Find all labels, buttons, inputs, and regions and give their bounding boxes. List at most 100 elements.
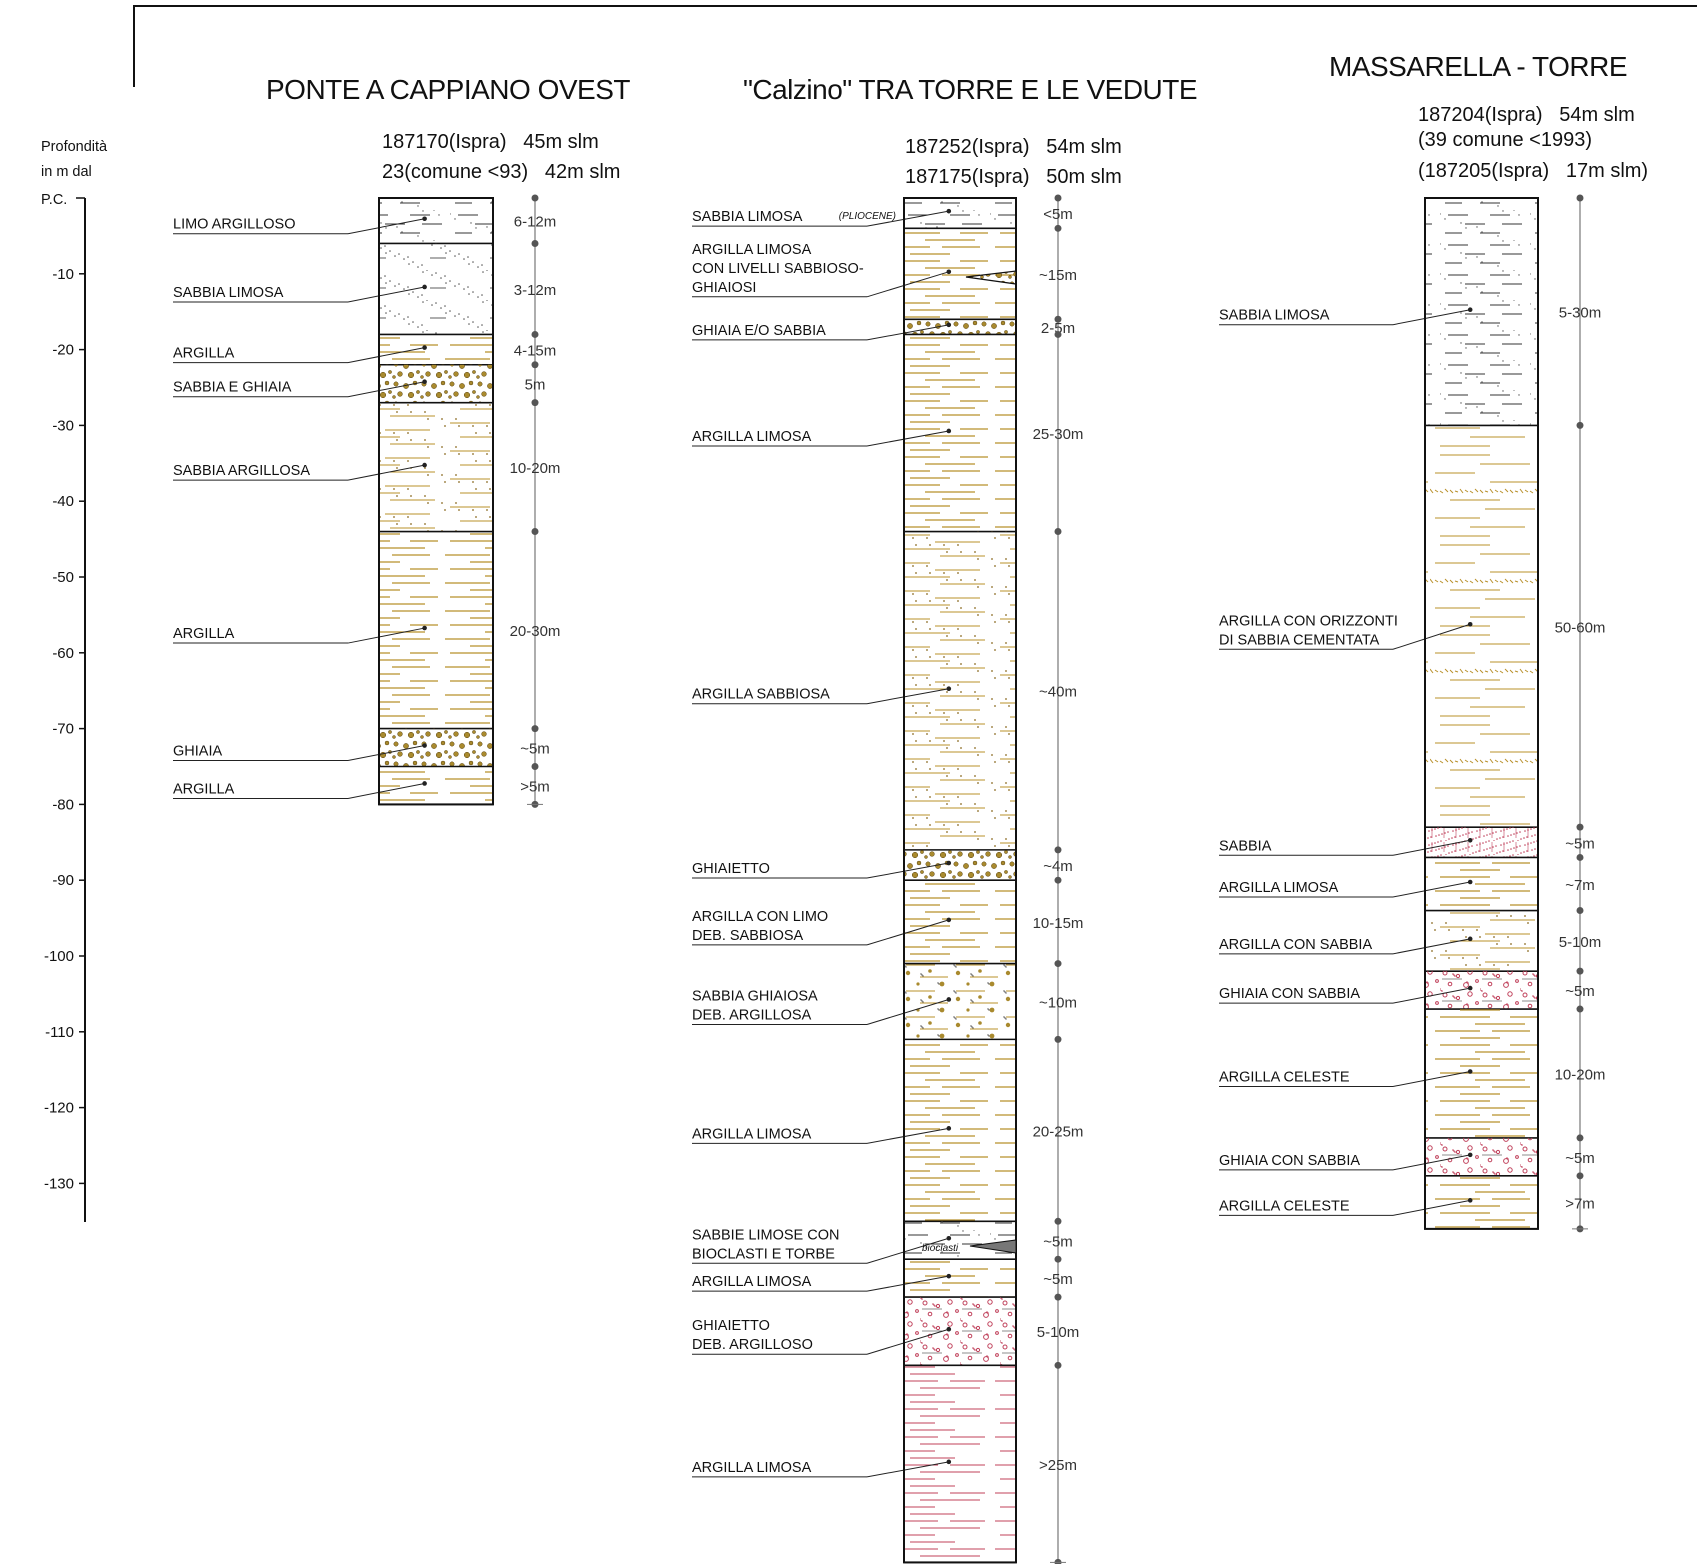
- layer: SABBIA GHIAIOSA DEB. ARGILLOSA ~10m: [692, 960, 1077, 1041]
- thickness-node: [531, 528, 539, 536]
- leader-dot: [1467, 307, 1473, 313]
- thickness-node: [1054, 330, 1062, 338]
- layer-thickness: ~4m: [1043, 858, 1073, 875]
- layer-fill: [1425, 1175, 1538, 1229]
- layer-thickness: 3-12m: [514, 282, 557, 299]
- layer-thickness: ~10m: [1039, 994, 1077, 1011]
- layer-thickness: >25m: [1039, 1457, 1077, 1474]
- layer: ARGILLA CON SABBIA 5-10m: [1219, 907, 1601, 972]
- axis-tick-label: -120: [44, 1100, 74, 1117]
- label-leader: [347, 286, 425, 303]
- leader-dot: [946, 322, 952, 328]
- thickness-node: [1576, 194, 1584, 202]
- thickness-node: [1576, 1172, 1584, 1180]
- thickness-node: [531, 361, 539, 369]
- leader-dot: [946, 1459, 952, 1465]
- layer-label: SABBIA LIMOSA: [1219, 308, 1330, 324]
- layer-label: ARGILLA CON LIMO: [692, 909, 828, 925]
- layer-thickness: 6-12m: [514, 214, 557, 231]
- label-leader: [347, 218, 425, 235]
- column-title: MASSARELLA - TORRE: [1329, 51, 1627, 82]
- layer: SABBIA LIMOSA 3-12m: [173, 239, 557, 336]
- thickness-node: [531, 763, 539, 770]
- layer-fill: [904, 1259, 1016, 1298]
- layer: ARGILLA >5m: [173, 763, 550, 806]
- layer-label: DI SABBIA CEMENTATA: [1219, 632, 1380, 648]
- layer-thickness: >5m: [520, 778, 550, 795]
- layer-label: GHIAIA CON SABBIA: [1219, 1153, 1360, 1169]
- label-leader: [866, 1127, 949, 1144]
- layer-label: ARGILLA CELESTE: [1219, 1198, 1350, 1214]
- layer: ARGILLA LIMOSA ~5m: [692, 1255, 1073, 1298]
- leader-dot: [946, 208, 952, 214]
- thickness-node: [1054, 1558, 1062, 1564]
- layer-fill: [904, 963, 1016, 1040]
- layer-fill: [904, 1039, 1016, 1222]
- layer-thickness: 20-30m: [510, 623, 561, 640]
- gravel-lens: [965, 270, 1017, 285]
- leader-dot: [1467, 838, 1473, 843]
- layer-label: DEB. ARGILLOSO: [692, 1337, 813, 1353]
- layer-thickness: ~7m: [1565, 877, 1595, 894]
- layer-thickness: >7m: [1565, 1195, 1595, 1212]
- layer-thickness: 20-25m: [1033, 1123, 1084, 1140]
- leader-dot: [1467, 1069, 1473, 1074]
- axis-tick-label: -70: [52, 721, 74, 738]
- axis-tick-label: -60: [52, 645, 74, 662]
- layer-label: SABBIA GHIAIOSA: [692, 988, 818, 1004]
- leader-dot: [422, 625, 427, 631]
- layer-thickness: ~5m: [1565, 835, 1595, 852]
- column-outline: [903, 197, 1017, 1564]
- layer-fill: [904, 334, 1016, 532]
- label-leader: [866, 210, 949, 227]
- layer-thickness: ~5m: [520, 741, 550, 758]
- label-leader: [347, 347, 425, 364]
- layer-fill: [1425, 910, 1538, 972]
- well-info-line: (187205(Ispra) 17m slm): [1418, 160, 1648, 182]
- thickness-node: [1576, 1005, 1584, 1013]
- label-leader: [866, 999, 949, 1025]
- leader-dot: [1467, 1152, 1473, 1158]
- layer-label: SABBIA LIMOSA: [692, 209, 803, 225]
- layer-label: ARGILLA CON SABBIA: [1219, 937, 1372, 953]
- leader-dot: [946, 860, 952, 866]
- layer-label: ARGILLA LIMOSA: [692, 242, 812, 258]
- layer-fill: [379, 364, 493, 403]
- label-leader: [866, 862, 949, 879]
- leader-dot: [1467, 1198, 1473, 1203]
- label-leader: [347, 782, 425, 799]
- layer-thickness: 4-15m: [514, 343, 557, 360]
- thickness-node: [1054, 528, 1062, 536]
- axis-label-line: Profondità: [41, 139, 108, 155]
- column-massarella-torre: MASSARELLA - TORRE 187204(Ispra) 54m slm (…: [1219, 51, 1648, 1233]
- layer-label: SABBIE LIMOSE CON: [692, 1227, 839, 1243]
- layer-fill: [379, 198, 493, 244]
- layer-label: GHIAIA CON SABBIA: [1219, 986, 1360, 1002]
- layer-label: ARGILLA: [173, 781, 235, 797]
- layer-label: GHIAIA: [173, 744, 222, 760]
- layer-thickness: ~5m: [1043, 1271, 1073, 1288]
- leader-dot: [946, 428, 952, 434]
- axis-tick-label: -80: [52, 796, 74, 813]
- axis-tick-label: -30: [52, 417, 74, 434]
- leader-dot: [422, 462, 427, 468]
- label-leader: [1392, 987, 1471, 1004]
- layer-label: ARGILLA CELESTE: [1219, 1069, 1350, 1085]
- thickness-node: [1054, 846, 1062, 854]
- thickness-node: [1576, 421, 1584, 429]
- layer-thickness: ~40m: [1039, 684, 1077, 701]
- layer: GHIAIETTO DEB. ARGILLOSO 5-10m: [692, 1293, 1079, 1367]
- thickness-node: [1054, 1293, 1062, 1301]
- leader-dot: [422, 216, 427, 222]
- layer-fill: [904, 1221, 1016, 1260]
- layer: SABBIA ARGILLOSA 10-20m: [173, 399, 560, 533]
- layer-fill: [1425, 971, 1538, 1010]
- leader-dot: [422, 743, 427, 748]
- axis-tick-label: -50: [52, 569, 74, 586]
- label-leader: [347, 627, 425, 644]
- layer-fill: [379, 766, 493, 805]
- layer-thickness: 5-30m: [1559, 305, 1602, 322]
- bioclast-annotation: bioclasti: [922, 1243, 959, 1254]
- thickness-node: [1054, 224, 1062, 232]
- layer-label: GHIAIOSI: [692, 280, 756, 296]
